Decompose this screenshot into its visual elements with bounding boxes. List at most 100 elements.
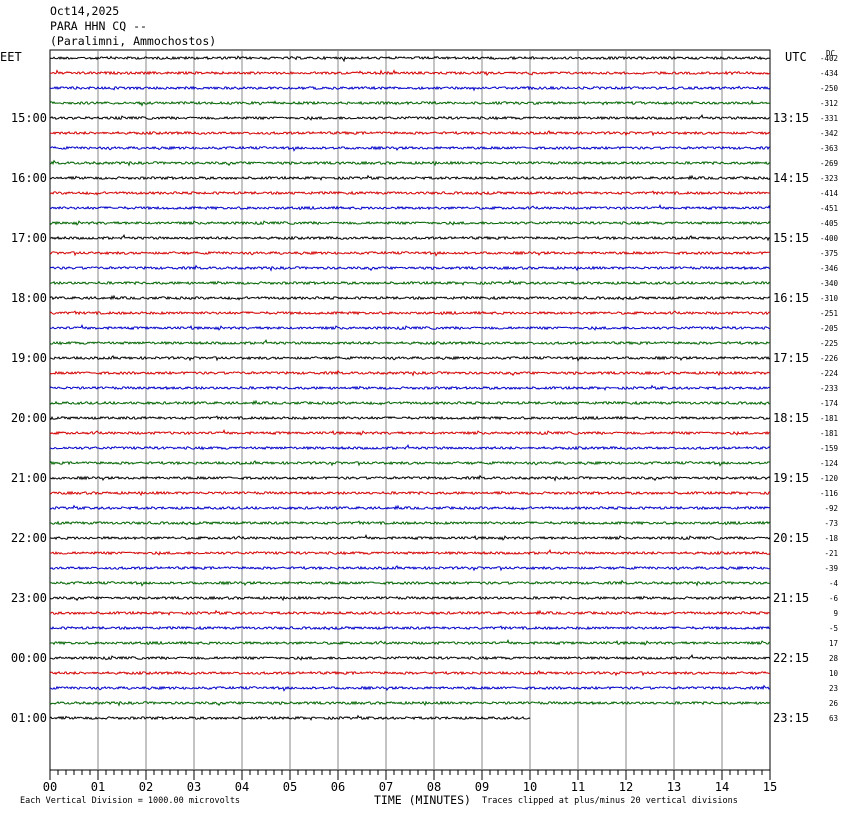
- seismic-trace: [49, 670, 771, 677]
- dc-offset-label: -346: [820, 264, 839, 273]
- seismic-trace: [49, 355, 771, 362]
- left-hour-label: 23:00: [11, 591, 47, 605]
- x-tick-label: 02: [139, 780, 153, 794]
- dc-offset-label: -340: [820, 279, 839, 288]
- dc-offset-label: -310: [820, 294, 839, 303]
- seismic-trace: [49, 323, 771, 331]
- dc-offset-label: -312: [820, 99, 838, 108]
- dc-offset-label: -225: [820, 339, 838, 348]
- x-tick-label: 04: [235, 780, 249, 794]
- x-tick-label: 10: [523, 780, 537, 794]
- footer-clip-note: Traces clipped at plus/minus 20 vertical…: [482, 796, 738, 806]
- seismic-trace: [49, 69, 771, 77]
- seismic-trace: [49, 55, 771, 63]
- seismic-trace: [49, 714, 531, 721]
- seismic-trace: [49, 310, 771, 316]
- seismic-trace: [49, 625, 771, 631]
- x-tick-label: 01: [91, 780, 105, 794]
- x-tick-label: 09: [475, 780, 489, 794]
- seismic-trace: [49, 130, 771, 137]
- station-id: PARA HHN CQ --: [50, 19, 147, 33]
- seismic-trace: [49, 609, 771, 616]
- right-hour-label: 16:15: [773, 291, 809, 305]
- dc-offset-label: -331: [820, 114, 838, 123]
- right-hour-label: 21:15: [773, 591, 809, 605]
- seismic-trace: [49, 384, 771, 391]
- dc-offset-label: -400: [820, 234, 839, 243]
- seismic-trace: [49, 264, 771, 272]
- x-tick-label: 13: [667, 780, 681, 794]
- right-hour-label: 13:15: [773, 111, 809, 125]
- dc-offset-label: -405: [820, 219, 838, 228]
- left-hour-label: 21:00: [11, 471, 47, 485]
- dc-offset-label: -451: [820, 204, 838, 213]
- station-location: (Paralimni, Ammochostos): [50, 34, 217, 48]
- plot-frame: [49, 49, 771, 771]
- dc-offset-label: -375: [820, 249, 838, 258]
- seismic-trace: [49, 145, 771, 152]
- seismic-trace: [49, 490, 771, 497]
- seismic-trace: [49, 474, 771, 482]
- seismic-trace: [49, 700, 771, 707]
- dc-offset-label: 17: [829, 639, 838, 648]
- dc-offset-label: -18: [824, 534, 838, 543]
- seismic-trace: [49, 638, 771, 646]
- seismic-trace: [49, 339, 771, 346]
- seismic-trace: [50, 533, 771, 541]
- dc-offset-label: -363: [820, 144, 838, 153]
- seismic-trace: [49, 174, 771, 181]
- seismic-trace: [49, 460, 771, 467]
- dc-offset-label: -402: [820, 54, 838, 63]
- seismic-trace: [49, 595, 771, 602]
- right-hour-label: 23:15: [773, 711, 809, 725]
- seismic-trace: [49, 159, 771, 167]
- right-timezone-label: UTC: [785, 50, 807, 64]
- left-hour-label: 19:00: [11, 351, 47, 365]
- dc-offset-label: -159: [820, 444, 838, 453]
- dc-offset-label: -224: [820, 369, 839, 378]
- dc-offset-label: -251: [820, 309, 838, 318]
- dc-offset-label: -342: [820, 129, 838, 138]
- x-tick-label: 03: [187, 780, 201, 794]
- right-hour-label: 18:15: [773, 411, 809, 425]
- dc-offset-label: -250: [820, 84, 839, 93]
- dc-offset-label: -4: [829, 579, 839, 588]
- right-hour-label: 20:15: [773, 531, 809, 545]
- dc-offset-label: -92: [824, 504, 838, 513]
- dc-offset-label: -269: [820, 159, 838, 168]
- left-hour-label: 16:00: [11, 171, 47, 185]
- dc-offset-label: -205: [820, 324, 838, 333]
- seismic-trace: [49, 444, 771, 451]
- seismic-trace: [49, 220, 771, 226]
- x-tick-label: 14: [715, 780, 729, 794]
- dc-offset-label: -323: [820, 174, 838, 183]
- seismic-trace: [49, 579, 771, 587]
- right-hour-label: 19:15: [773, 471, 809, 485]
- seismic-trace: [49, 549, 771, 556]
- dc-offset-label: -174: [820, 399, 839, 408]
- left-hour-label: 01:00: [11, 711, 47, 725]
- dc-offset-label: -120: [820, 474, 839, 483]
- dc-offset-label: -434: [820, 69, 839, 78]
- seismic-trace: [49, 250, 771, 257]
- dc-offset-label: -233: [820, 384, 838, 393]
- x-tick-label: 06: [331, 780, 345, 794]
- seismic-trace: [49, 85, 771, 92]
- left-timezone-label: EET: [0, 50, 22, 64]
- dc-offset-label: -116: [820, 489, 839, 498]
- left-hour-label: 22:00: [11, 531, 47, 545]
- seismic-trace: [49, 234, 771, 242]
- dc-offset-label: 63: [829, 714, 838, 723]
- seismic-trace: [49, 415, 771, 421]
- seismic-trace: [49, 114, 770, 121]
- dc-offset-label: -414: [820, 189, 839, 198]
- right-hour-label: 17:15: [773, 351, 809, 365]
- x-tick-label: 12: [619, 780, 633, 794]
- left-hour-label: 15:00: [11, 111, 47, 125]
- seismic-trace: [49, 294, 771, 301]
- seismic-trace: [49, 203, 771, 211]
- seismic-trace: [49, 565, 771, 572]
- right-hour-label: 15:15: [773, 231, 809, 245]
- seismic-trace: [49, 654, 771, 661]
